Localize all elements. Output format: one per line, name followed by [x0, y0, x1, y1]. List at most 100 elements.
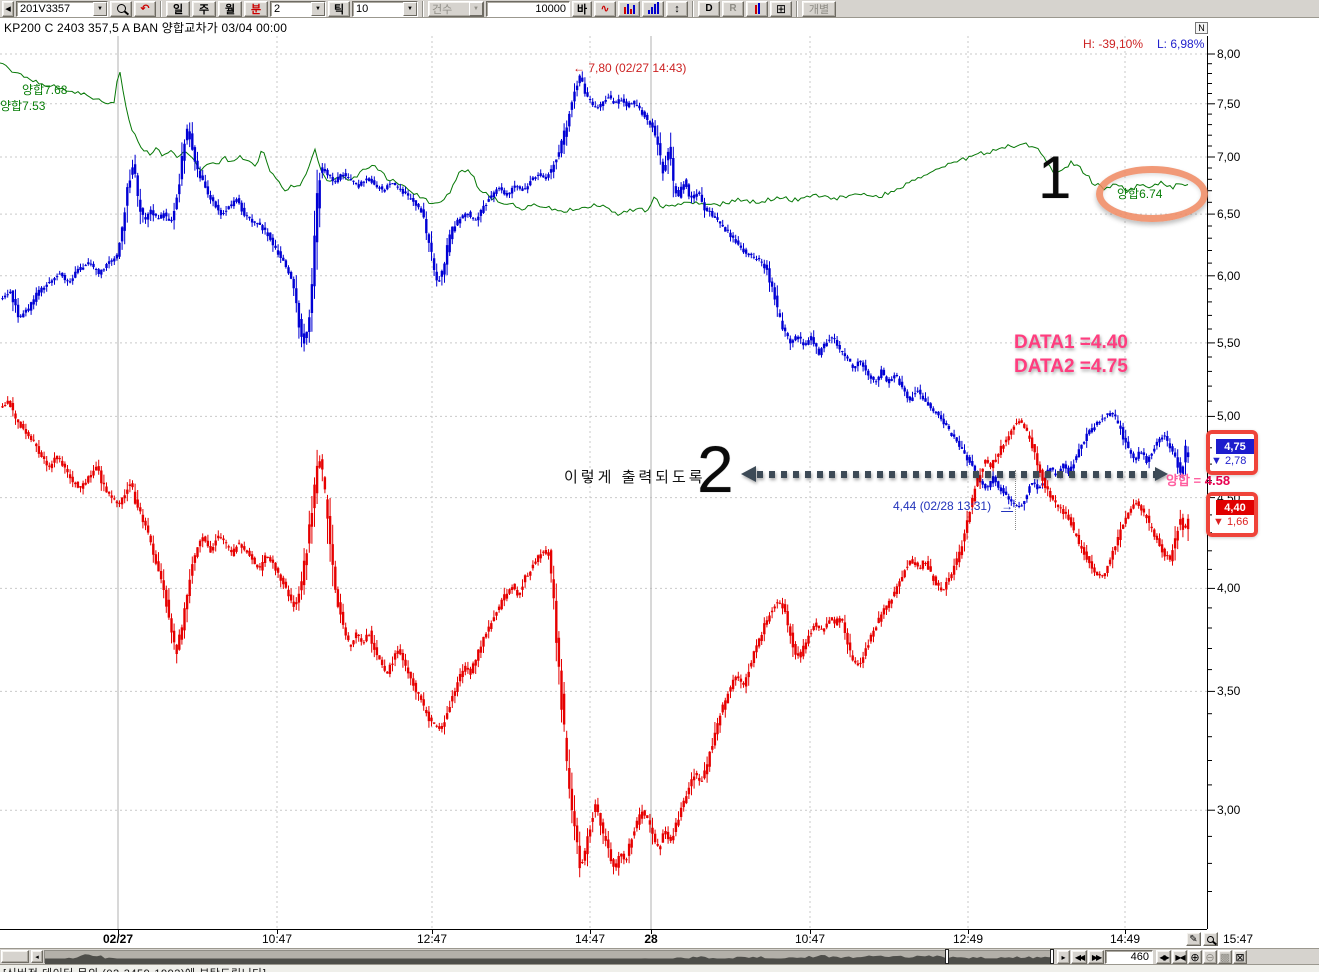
right-arrow-icon: → — [1001, 499, 1014, 513]
zoom-in-button[interactable]: ⊕ — [1188, 950, 1202, 964]
price-chart-canvas[interactable] — [0, 36, 1319, 930]
time-tick-mark — [810, 930, 811, 934]
pencil-icon: ✎ — [1189, 933, 1198, 945]
nav-scroll-left-button[interactable]: ◂ — [31, 950, 43, 963]
tick-button[interactable]: 틱 — [328, 0, 350, 17]
line-chart-icon: ∿ — [600, 3, 610, 15]
expand-range-button[interactable]: ◀▶ — [1156, 950, 1171, 964]
individual-button-disabled: 개별 — [802, 0, 836, 17]
document-r-button-disabled: R — [722, 0, 744, 17]
time-axis: 02/27 10:47 12:47 14:47 28 10:47 12:49 14:49 ✎ … — [0, 930, 1319, 948]
period-day-button[interactable]: 일 — [166, 0, 190, 17]
toolbar: ◂ 201V3357 ▼ ↶ 일 주 월 분 2 ▼ 틱 10 ▼ 건수 ▼ 1… — [0, 0, 1319, 18]
play-icon: ▸ — [1061, 952, 1066, 962]
interval-value: 2 — [274, 2, 281, 15]
zoom-tool-button[interactable] — [1203, 932, 1218, 946]
sum-line-label-753: 양합7.53 — [0, 99, 46, 113]
search-icon — [116, 4, 126, 13]
time-tick-mark — [118, 930, 119, 934]
candle-doc-button[interactable] — [746, 0, 768, 17]
zoom-out-button-disabled: ⊖ — [1203, 950, 1217, 964]
symbol-value: 201V3357 — [20, 2, 71, 15]
chevron-down-icon[interactable]: ▼ — [311, 1, 325, 16]
time-tick-label: 14:49 — [1109, 932, 1141, 946]
time-tick-mark — [432, 930, 433, 934]
period-month-button[interactable]: 월 — [218, 0, 242, 17]
status-text: [신버전 데이터 문의 (02-3459-1992)에 부탁드립니다] — [3, 965, 266, 972]
news-button[interactable]: N — [1195, 22, 1208, 34]
price-tick-label: 5,50 — [1217, 335, 1241, 350]
marker-dashed-line — [1015, 470, 1016, 530]
bar-count-input[interactable]: 460 — [1105, 950, 1153, 964]
red-arrow-icon: ↶ — [140, 3, 150, 15]
navigator-track[interactable] — [44, 950, 1054, 964]
resize-button-disabled: ▩ — [1218, 950, 1232, 964]
candle-icon — [754, 3, 760, 14]
tick-count-combobox[interactable]: 10 ▼ — [352, 0, 418, 17]
updown-arrows-icon: ↕ — [674, 2, 680, 15]
tick-count-value: 10 — [356, 2, 369, 15]
collapse-icon: ▶◀ — [1175, 952, 1185, 962]
time-tick-label: 12:47 — [416, 932, 448, 946]
data2-label: DATA2 =4.75 — [1014, 356, 1128, 377]
annotation-number-2: 2 — [697, 432, 734, 506]
navigator-handle-right[interactable] — [1050, 949, 1054, 964]
price-tick-label: 7,50 — [1217, 96, 1241, 111]
chart-title: KP200 C 2403 357,5 A BAN 양합교차가 03/04 00:… — [4, 20, 288, 35]
sum-line-label-674: 양합6.74 — [1117, 187, 1163, 201]
price-tick-label: 3,50 — [1217, 684, 1241, 699]
nav-forward-button[interactable]: ▶▶ — [1088, 950, 1104, 964]
collapse-range-button[interactable]: ▶◀ — [1172, 950, 1187, 964]
search-button[interactable] — [110, 0, 132, 17]
annotation-number-1: 1 — [1038, 144, 1072, 211]
draw-tool-button[interactable]: ✎ — [1186, 932, 1201, 946]
bar-mode-button[interactable]: 바 — [572, 0, 592, 17]
status-bar: [신버전 데이터 문의 (02-3459-1992)에 부탁드립니다] — [0, 964, 1319, 972]
amount-input[interactable]: 10000 — [486, 0, 570, 17]
chevron-left-icon: ◂ — [35, 953, 39, 961]
blue-last-price-badge: 4,75 — [1216, 439, 1254, 454]
search-icon — [1207, 935, 1214, 943]
chevron-left-icon: ◂ — [5, 3, 11, 15]
highlight-ellipse — [1096, 166, 1208, 222]
red-last-price-badge: 4,40 — [1216, 500, 1254, 515]
time-tick-label: 10:47 — [794, 932, 826, 946]
low-percent-label: L: 6,98% — [1157, 37, 1205, 51]
line-chart-button[interactable]: ∿ — [594, 0, 616, 17]
output-note-label: 이렇게 출력되도록 — [564, 469, 706, 486]
grid-view-button[interactable]: ⊞ — [770, 0, 792, 17]
sum-equals-label: 양합 = 4.58 — [1166, 473, 1231, 488]
chevron-down-icon[interactable]: ▼ — [403, 1, 417, 16]
nav-step-button[interactable]: ▸ — [1057, 950, 1070, 964]
interval-combobox[interactable]: 2 ▼ — [270, 0, 326, 17]
splitter-grip[interactable] — [1, 950, 29, 963]
separator — [422, 0, 424, 17]
blue-bars-button[interactable] — [642, 0, 664, 17]
document-icon: D — [705, 3, 713, 14]
time-tick-label: 10:47 — [261, 932, 293, 946]
period-minute-button[interactable]: 분 — [244, 0, 268, 17]
nav-rewind-button[interactable]: ◀◀ — [1071, 950, 1087, 964]
sum-line-label-768: 양합7.68 — [22, 83, 68, 97]
navigator-bar: ◂ ▸ ◀◀ ▶▶ 460 ◀▶ ▶◀ ⊕ ⊖ ▩ ⊠ — [0, 948, 1319, 964]
close-range-button[interactable]: ⊠ — [1233, 950, 1247, 964]
end-time-label: 15:47 — [1222, 932, 1254, 946]
mixed-bars-button[interactable] — [618, 0, 640, 17]
time-tick-mark — [590, 930, 591, 934]
navigator-handle-left[interactable] — [945, 949, 949, 964]
symbol-combobox[interactable]: 201V3357 ▼ — [16, 0, 108, 17]
double-left-icon: ◀◀ — [1074, 952, 1085, 962]
chevron-down-icon[interactable]: ▼ — [93, 1, 107, 16]
toolbar-scroll-left-button[interactable]: ◂ — [2, 0, 14, 17]
period-week-button[interactable]: 주 — [192, 0, 216, 17]
navigator-thumbnail — [45, 954, 1053, 964]
time-tick-label: 14:47 — [574, 932, 606, 946]
zoom-out-icon: ⊖ — [1205, 951, 1215, 964]
sort-updown-button[interactable]: ↕ — [666, 0, 688, 17]
price-tick-label: 4,00 — [1217, 581, 1241, 596]
refresh-button[interactable]: ↶ — [134, 0, 156, 17]
document-d-button[interactable]: D — [698, 0, 720, 17]
chart-area[interactable]: 8,00 7,50 7,00 6,50 6,00 5,50 5,00 4,50 4,00 3,50… — [0, 36, 1319, 930]
price-tick-label: 6,00 — [1217, 268, 1241, 283]
